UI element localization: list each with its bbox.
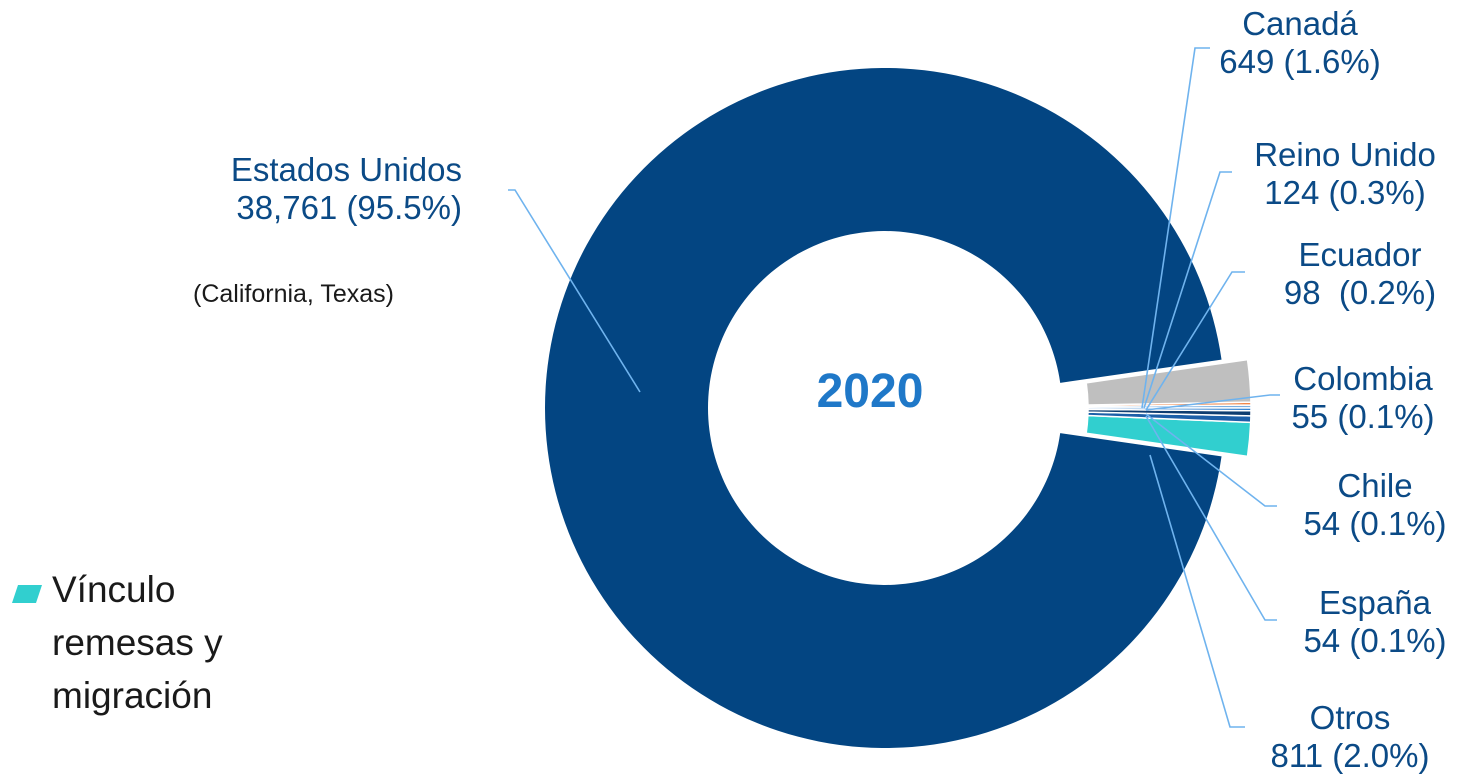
leader-line-ecuador (1145, 271, 1245, 411)
slice-name: Ecuador (1298, 236, 1422, 273)
slice-otros (1085, 358, 1252, 406)
label-reino-unido: Reino Unido 124 (0.3%) (1220, 136, 1470, 212)
label-estados-unidos: Estados Unidos 38,761 (95.5%) (150, 151, 462, 227)
slice-value: 38,761 (95.5%) (227, 189, 462, 226)
slice-value: 55 (0.1%) (1291, 398, 1435, 435)
slice-value: 98 (0.2%) (1283, 274, 1437, 311)
leader-line-chile (1145, 413, 1277, 507)
leader-line-colombia (1145, 394, 1280, 411)
slice-name: España (1319, 584, 1431, 621)
slice-value: 54 (0.1%) (1303, 622, 1447, 659)
slice-name: Estados Unidos (230, 151, 462, 188)
slice-name: Otros (1309, 699, 1391, 736)
annotation-note: (California, Texas) (193, 280, 395, 308)
slice-name: Reino Unido (1254, 136, 1436, 173)
leader-line-canadá (1141, 47, 1210, 409)
label-espana: España 54 (0.1%) (1280, 584, 1470, 660)
slice-value: 124 (0.3%) (1264, 174, 1426, 211)
leader-line-otros (1149, 454, 1245, 728)
leader-line-españa (1145, 415, 1277, 621)
leader-line-estados-unidos (508, 189, 641, 393)
leader-lines (508, 47, 1280, 728)
center-year-label: 2020 (817, 365, 924, 418)
slice-value: 649 (1.6%) (1219, 43, 1381, 80)
slice-name: Colombia (1293, 360, 1433, 397)
slice-name: Chile (1337, 467, 1413, 504)
label-ecuador: Ecuador 98 (0.2%) (1250, 236, 1470, 312)
label-otros: Otros 811 (2.0%) (1250, 699, 1450, 775)
legend-label: Vínculo remesas y migración (52, 569, 223, 716)
slice-value: 811 (2.0%) (1270, 737, 1430, 774)
label-colombia: Colombia 55 (0.1%) (1258, 360, 1468, 436)
label-chile: Chile 54 (0.1%) (1280, 467, 1470, 543)
slice-value: 54 (0.1%) (1303, 505, 1447, 542)
legend-swatch (12, 585, 42, 603)
slice-estados-unidos (544, 68, 1222, 749)
label-canada: Canadá 649 (1.6%) (1175, 5, 1425, 81)
donut-slices (544, 68, 1252, 749)
slice-name: Canadá (1242, 5, 1358, 42)
leader-line-reino-unido (1143, 171, 1232, 409)
